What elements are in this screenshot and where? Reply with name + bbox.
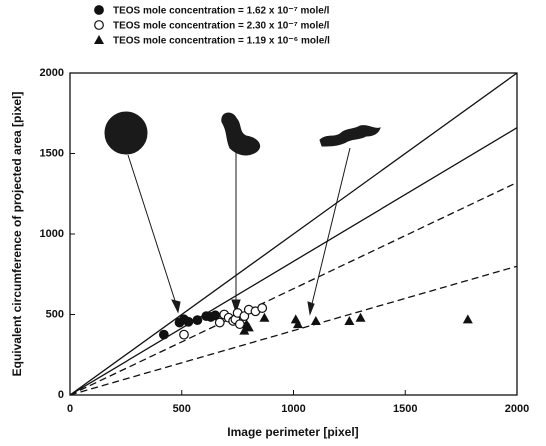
x-tick-label: 1500 (393, 403, 417, 415)
x-tick-label: 500 (173, 403, 191, 415)
spherical-particle (104, 111, 148, 155)
open-circle-marker (179, 329, 189, 340)
triangle-marker (243, 322, 254, 332)
filled-circle-marker (158, 329, 169, 340)
arrow-head (171, 299, 181, 314)
arrow-head (231, 299, 241, 314)
legend-label: TEOS mole concentration = 2.30 x 10⁻⁷ mo… (113, 21, 330, 32)
legend-label: TEOS mole concentration = 1.19 x 10⁻⁶ mo… (113, 36, 330, 47)
filled-circle-marker (192, 315, 203, 326)
reference-line (69, 127, 518, 396)
triangle-marker (292, 319, 303, 329)
reference-line (69, 72, 518, 396)
y-tick-label: 0 (58, 389, 64, 401)
triangle-marker (462, 314, 473, 324)
triangle-marker (94, 35, 104, 44)
y-axis-title: Equivalent circumference of projected ar… (10, 92, 24, 377)
y-tick-label: 2000 (40, 67, 64, 79)
open-circle-marker (214, 317, 225, 328)
arrow (127, 154, 179, 311)
reference-line (69, 265, 518, 396)
x-axis-title: Image perimeter [pixel] (227, 425, 358, 439)
triangle-marker (310, 315, 321, 325)
arrow-head (307, 301, 315, 316)
filled-circle-marker (94, 5, 104, 15)
irregular-particle (221, 112, 261, 156)
filled-circle-marker (183, 316, 194, 327)
triangle-marker (259, 312, 270, 322)
triangle-marker (239, 325, 250, 335)
chain-particle (319, 125, 381, 147)
x-tick-label: 0 (67, 403, 73, 415)
particle-illustrations (104, 111, 381, 316)
x-tick-label: 1000 (281, 403, 305, 415)
reference-line (69, 181, 518, 396)
legend-label: TEOS mole concentration = 1.62 x 10⁻⁷ mo… (113, 6, 330, 17)
y-tick-label: 1500 (40, 147, 64, 159)
triangle-marker (355, 312, 366, 322)
open-circle-marker (94, 20, 104, 30)
y-tick-label: 500 (46, 308, 64, 320)
x-tick-label: 2000 (505, 403, 529, 415)
y-tick-label: 1000 (40, 228, 64, 240)
open-circle-marker (257, 303, 268, 313)
arrow (309, 147, 351, 313)
triangle-marker (344, 315, 355, 325)
